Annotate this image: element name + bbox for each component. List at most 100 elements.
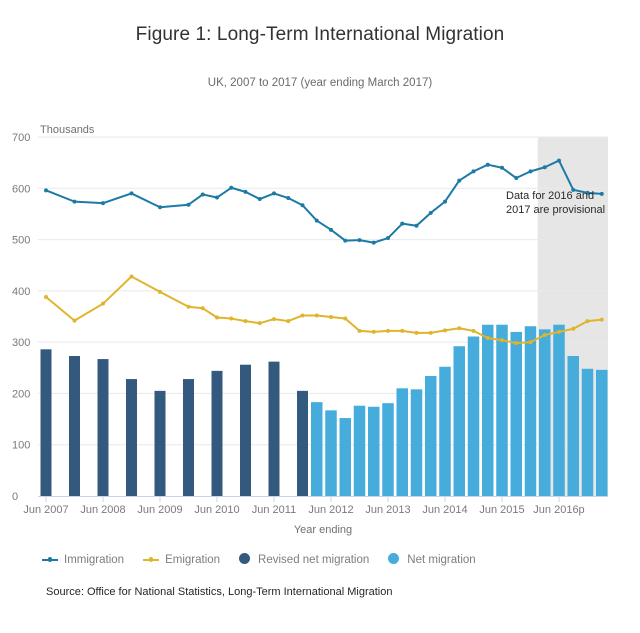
y-tick-label: 400 xyxy=(12,286,30,298)
legend-label: Emigration xyxy=(165,554,221,566)
immigration-point xyxy=(229,185,234,190)
emigration-point xyxy=(215,315,219,320)
legend-item-immigration[interactable]: Immigration xyxy=(42,554,124,566)
bar-revised-net-migration xyxy=(97,359,109,496)
emigration-point xyxy=(243,319,248,324)
bar-net-migration xyxy=(396,388,408,496)
emigration-point xyxy=(571,326,576,331)
immigration-point xyxy=(343,238,348,243)
emigration-point xyxy=(272,317,276,322)
x-tick-label: Jun 2012 xyxy=(308,504,353,516)
bar-revised-net-migration xyxy=(69,355,80,496)
immigration-point xyxy=(129,191,134,196)
bar-net-migration xyxy=(581,368,594,496)
emigration-point xyxy=(229,316,234,321)
bar-net-migration xyxy=(482,324,494,496)
emigration-point xyxy=(329,315,333,320)
emigration-point xyxy=(371,329,376,334)
immigration-point xyxy=(571,187,576,192)
emigration-point xyxy=(72,318,77,323)
y-tick-label: 700 xyxy=(12,132,30,144)
immigration-point xyxy=(215,195,219,200)
emigration-point xyxy=(200,306,205,311)
y-tick-label: 300 xyxy=(12,337,30,349)
bar-net-migration xyxy=(510,331,522,496)
bar-net-migration xyxy=(439,366,451,496)
legend-label: Immigration xyxy=(64,554,125,566)
chart-subtitle: UK, 2007 to 2017 (year ending March 2017… xyxy=(207,77,433,89)
emigration-point xyxy=(414,330,419,335)
gridlines xyxy=(38,136,608,446)
bar-net-migration xyxy=(539,329,551,496)
legend-label: Revised net migration xyxy=(258,554,370,566)
x-tick-label: Jun 2015 xyxy=(479,504,524,516)
emigration-point xyxy=(428,330,433,335)
emigration-point xyxy=(44,295,48,300)
immigration-point xyxy=(72,199,77,204)
immigration-point xyxy=(186,202,191,207)
immigration-point xyxy=(272,191,276,196)
bar-net-migration xyxy=(596,369,608,496)
immigration-point xyxy=(443,199,447,204)
immigration-point xyxy=(400,221,405,226)
bar-net-migration xyxy=(339,418,351,496)
immigration-point xyxy=(471,169,476,174)
emigration-point xyxy=(542,332,547,337)
lines xyxy=(44,158,604,346)
bar-net-migration xyxy=(368,406,380,496)
x-axis: Jun 2007 Jun 2008 Jun 2009 Jun 2010 Jun 2011… xyxy=(23,496,585,516)
bar-net-migration xyxy=(325,410,337,496)
immigration-point xyxy=(386,236,390,241)
source-note: Source: Office for National Statistics, … xyxy=(46,586,393,598)
bar-revised-net-migration xyxy=(268,361,280,496)
bar-net-migration xyxy=(496,324,508,496)
immigration-point xyxy=(585,190,590,195)
legend: Immigration Emigration Revised net migra… xyxy=(42,553,495,566)
immigration-point xyxy=(557,158,561,163)
emigration-point xyxy=(500,338,504,343)
y-tick-label: 600 xyxy=(12,183,30,195)
x-axis-title: Year ending xyxy=(294,524,352,536)
y-axis: 0 100 200 300 400 500 600 700 xyxy=(12,132,30,503)
emigration-point xyxy=(443,328,447,333)
y-axis-label: Thousands xyxy=(40,124,95,136)
y-tick-label: 0 xyxy=(12,491,18,503)
immigration-line-marker-icon xyxy=(42,557,58,562)
immigration-point xyxy=(514,176,519,181)
bar-net-migration xyxy=(382,403,394,496)
x-tick-label: Jun 2011 xyxy=(252,504,296,516)
immigration-point xyxy=(414,223,419,228)
y-tick-label: 500 xyxy=(12,235,30,247)
bar-net-migration xyxy=(311,402,323,496)
x-tick-label: Jun 2010 xyxy=(194,504,239,516)
emigration-point xyxy=(343,316,348,321)
x-tick-label: Jun 2014 xyxy=(422,504,467,516)
legend-item-revised-net-migration[interactable]: Revised net migration xyxy=(239,553,370,566)
x-tick-label: Jun 2013 xyxy=(365,504,410,516)
legend-item-emigration[interactable]: Emigration xyxy=(143,554,220,566)
bar-revised-net-migration xyxy=(183,379,194,496)
x-tick-label: Jun 2016p xyxy=(533,504,584,516)
bar-revised-net-migration xyxy=(240,364,251,496)
bars xyxy=(40,324,608,496)
x-tick-label: Jun 2008 xyxy=(80,504,125,516)
immigration-point xyxy=(500,165,504,170)
emigration-point xyxy=(599,317,604,322)
emigration-point xyxy=(357,328,362,333)
immigration-point xyxy=(528,169,533,174)
bar-net-migration xyxy=(524,326,537,496)
legend-item-net-migration[interactable]: Net migration xyxy=(388,553,476,566)
emigration-line-marker-icon xyxy=(143,557,160,562)
immigration-point xyxy=(457,178,462,183)
immigration-point xyxy=(485,162,490,167)
emigration-point xyxy=(400,328,405,333)
immigration-point xyxy=(257,197,262,202)
bar-revised-net-migration xyxy=(297,390,308,496)
emigration-point xyxy=(557,329,561,334)
bar-revised-net-migration xyxy=(154,390,166,496)
immigration-point xyxy=(300,203,305,208)
y-tick-label: 100 xyxy=(12,440,30,452)
bar-net-migration xyxy=(410,389,423,496)
emigration-point xyxy=(101,301,105,306)
